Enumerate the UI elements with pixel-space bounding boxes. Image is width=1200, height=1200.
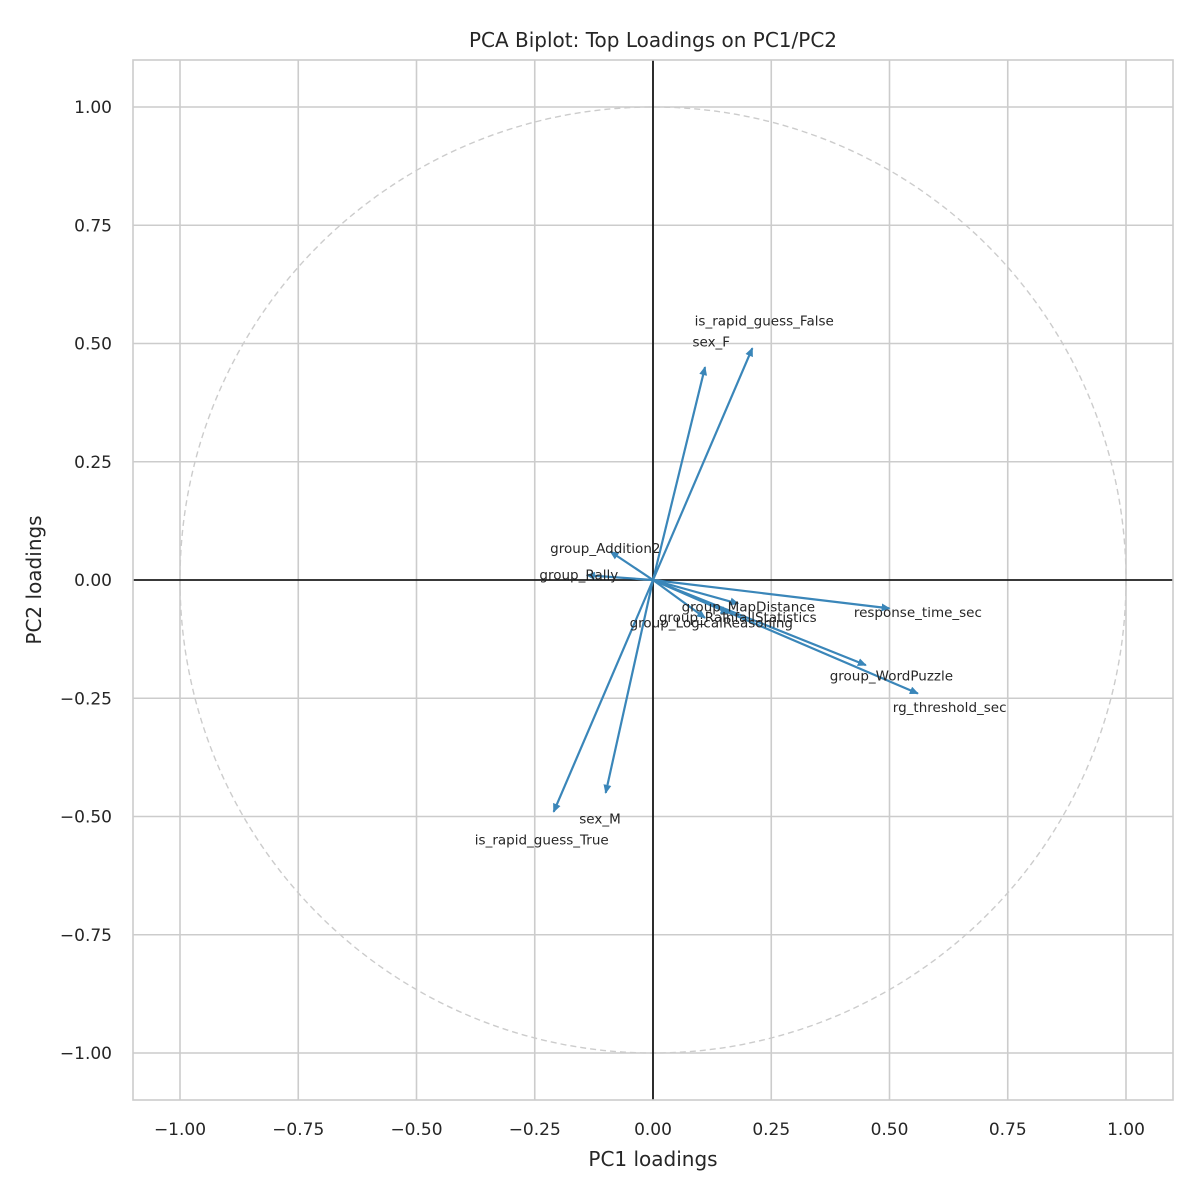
loading-label: group_MapDistance — [682, 599, 815, 615]
loading-label: sex_M — [579, 811, 621, 827]
loading-arrow-sex_F — [651, 366, 708, 581]
chart-title: PCA Biplot: Top Loadings on PC1/PC2 — [469, 28, 837, 52]
x-tick-label: −0.50 — [390, 1120, 442, 1140]
x-axis-label: PC1 loadings — [588, 1147, 717, 1171]
loading-label: rg_threshold_sec — [893, 700, 1007, 716]
y-tick-label: 1.00 — [74, 98, 112, 118]
y-tick-label: 0.50 — [74, 335, 112, 355]
x-tick-label: 0.00 — [634, 1120, 672, 1140]
loading-labels: is_rapid_guess_False sex_F group_Addition2… — [475, 313, 1007, 848]
loading-arrow-is_rapid_guess_False — [651, 347, 754, 581]
y-tick-label: −0.25 — [60, 689, 112, 709]
loading-arrow-group_MapDistance — [652, 578, 740, 606]
loading-label: group_WordPuzzle — [830, 668, 953, 684]
loading-arrow-group_Rally — [585, 571, 654, 582]
loading-label: is_rapid_guess_True — [475, 833, 609, 849]
y-tick-label: −1.00 — [60, 1044, 112, 1064]
y-tick-label: −0.50 — [60, 808, 112, 828]
y-tick-labels: −1.00 −0.75 −0.50 −0.25 0.00 0.25 0.50 0.75 1.00 — [60, 98, 112, 1064]
x-tick-labels: −1.00 −0.75 −0.50 −0.25 0.00 0.25 0.50 0.75 1.00 — [154, 1120, 1145, 1140]
loading-label: is_rapid_guess_False — [695, 313, 834, 329]
loading-label: response_time_sec — [854, 605, 982, 621]
y-tick-label: 0.00 — [74, 571, 112, 591]
loading-arrow-group_LogicalReasoning — [652, 579, 706, 619]
loading-arrow-sex_M — [603, 579, 655, 794]
loading-arrow-response_time_sec — [652, 578, 891, 612]
loading-label: sex_F — [692, 335, 730, 351]
loading-label: group_Addition2 — [550, 541, 660, 557]
x-tick-label: 0.25 — [752, 1120, 790, 1140]
y-tick-label: −0.75 — [60, 926, 112, 946]
loading-arrows — [552, 347, 919, 813]
loading-label: group_RainfallStatistics — [659, 610, 817, 626]
x-tick-label: −0.25 — [509, 1120, 561, 1140]
loading-label: group_Rally — [539, 568, 618, 584]
y-axis-label: PC2 loadings — [22, 515, 46, 644]
x-tick-label: −1.00 — [154, 1120, 206, 1140]
plot-frame — [132, 59, 1174, 1101]
x-tick-label: 0.50 — [871, 1120, 909, 1140]
loading-arrow-group_Addition2 — [609, 550, 654, 581]
x-tick-label: 1.00 — [1107, 1120, 1145, 1140]
loading-arrow-is_rapid_guess_True — [552, 579, 655, 813]
x-tick-label: −0.75 — [272, 1120, 324, 1140]
loading-label: group_LogicalReasoning — [630, 615, 793, 631]
y-tick-label: 0.75 — [74, 216, 112, 236]
x-tick-label: 0.75 — [989, 1120, 1027, 1140]
loading-arrow-rg_threshold_sec — [652, 578, 919, 695]
y-tick-label: 0.25 — [74, 453, 112, 473]
